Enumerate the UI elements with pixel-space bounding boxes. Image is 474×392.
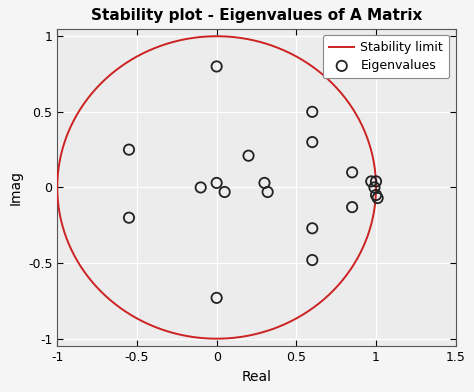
Stability limit	[373, 185, 379, 190]
Stability limit	[373, 185, 379, 190]
Eigenvalues	[213, 180, 220, 186]
Eigenvalues	[309, 109, 316, 115]
Stability limit	[284, 49, 290, 54]
Eigenvalues	[367, 178, 375, 185]
Eigenvalues	[309, 225, 316, 231]
Stability limit	[61, 142, 67, 147]
Line: Stability limit: Stability limit	[57, 36, 376, 339]
Stability limit	[137, 318, 142, 322]
Eigenvalues	[348, 169, 356, 176]
Eigenvalues	[372, 192, 380, 198]
Eigenvalues	[221, 189, 228, 195]
Eigenvalues	[213, 64, 220, 70]
Stability limit	[205, 34, 211, 39]
Eigenvalues	[261, 180, 268, 186]
Stability limit	[213, 336, 219, 341]
Eigenvalues	[348, 204, 356, 210]
Eigenvalues	[245, 152, 252, 159]
Eigenvalues	[125, 214, 133, 221]
Eigenvalues	[125, 147, 133, 153]
Stability limit	[220, 336, 226, 341]
Y-axis label: Imag: Imag	[9, 170, 22, 205]
Title: Stability plot - Eigenvalues of A Matrix: Stability plot - Eigenvalues of A Matrix	[91, 8, 422, 24]
Stability limit	[80, 267, 85, 272]
Eigenvalues	[372, 178, 380, 185]
Eigenvalues	[309, 139, 316, 145]
Eigenvalues	[374, 195, 382, 201]
Eigenvalues	[213, 295, 220, 301]
Eigenvalues	[371, 184, 378, 191]
Eigenvalues	[264, 189, 272, 195]
Stability limit	[213, 34, 219, 38]
X-axis label: Real: Real	[241, 370, 272, 384]
Eigenvalues	[197, 184, 204, 191]
Eigenvalues	[309, 257, 316, 263]
Legend: Stability limit, Eigenvalues: Stability limit, Eigenvalues	[323, 35, 449, 78]
